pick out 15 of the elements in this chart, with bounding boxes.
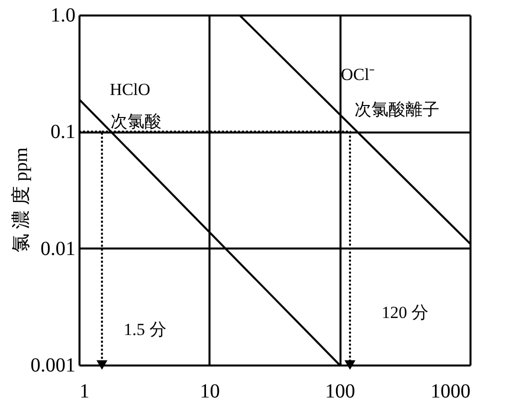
annotation: OCl⁻ [340, 65, 376, 84]
y-tick-label: 1.0 [50, 4, 76, 26]
annotation: 次氯酸 [110, 112, 162, 131]
y-tick-label: 0.001 [30, 354, 76, 376]
y-tick-label: 0.1 [50, 121, 76, 144]
x-tick-label: 1000 [430, 380, 470, 402]
annotation: 1.5 分 [124, 320, 166, 339]
y-tick-label: 0.01 [40, 238, 76, 260]
x-tick-label: 1 [80, 380, 90, 402]
annotation: HClO [110, 80, 150, 99]
y-axis-title: 氯 濃 度 ppm [10, 147, 32, 253]
annotation: 次氯酸離子 [354, 100, 440, 119]
x-tick-label: 100 [325, 380, 356, 402]
x-tick-label: 10 [200, 380, 220, 402]
annotation: 120 分 [382, 303, 428, 322]
